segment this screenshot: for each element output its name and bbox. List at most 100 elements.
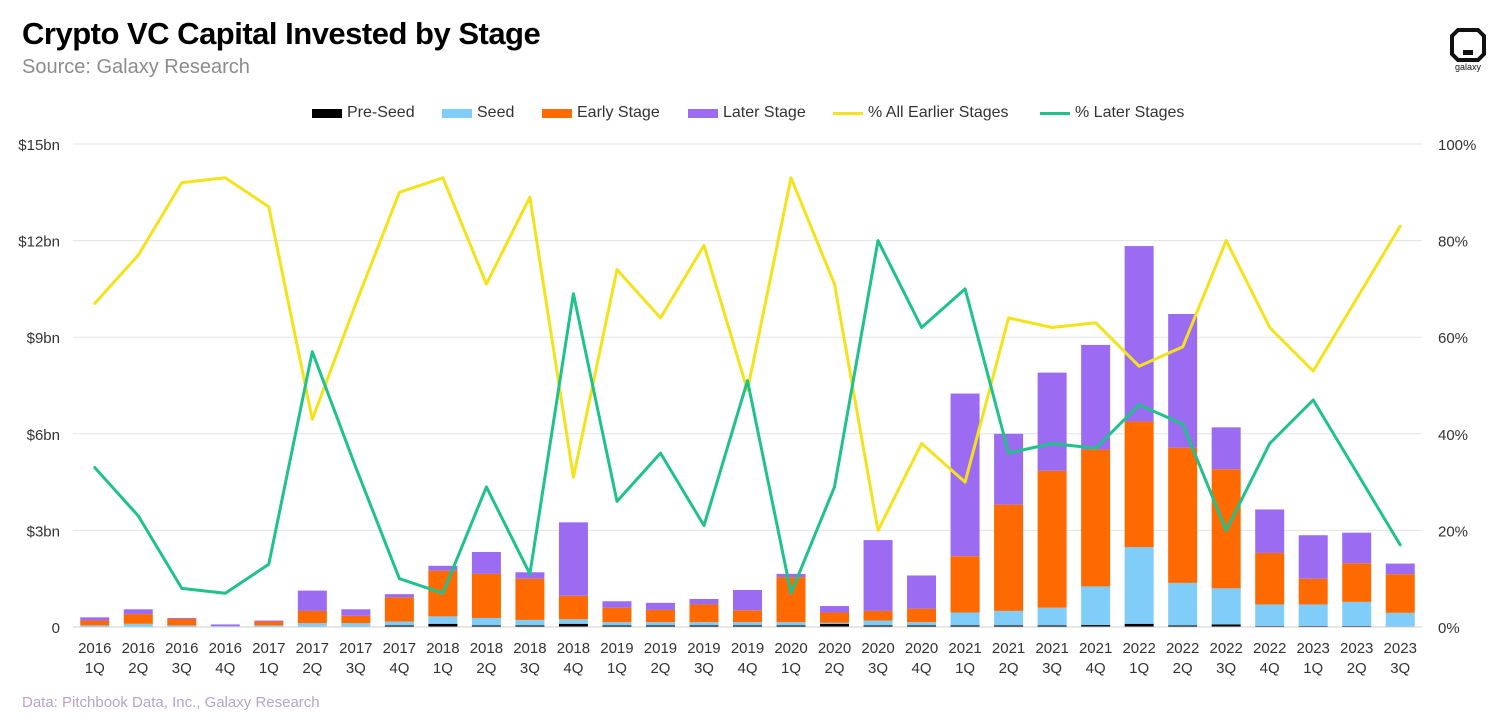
bar-pre-seed xyxy=(1081,625,1111,627)
line-pct-later-stages xyxy=(93,239,1402,595)
y-right-tick-label: 0% xyxy=(1438,620,1460,637)
bar-seed xyxy=(1298,604,1328,627)
bar-seed xyxy=(602,622,632,626)
x-tick-label-quarter: 1Q xyxy=(607,660,627,677)
legend-label: % Later Stages xyxy=(1075,104,1185,121)
x-tick-label-quarter: 1Q xyxy=(1129,660,1149,677)
bar-early-stage xyxy=(80,620,110,626)
x-tick-label-quarter: 3Q xyxy=(694,660,714,677)
bar-early-stage xyxy=(254,621,284,626)
bar-later-stage xyxy=(471,551,501,574)
bar-seed xyxy=(689,622,719,626)
bar-pre-seed xyxy=(471,625,501,627)
bar-seed xyxy=(297,623,327,627)
bar-seed xyxy=(254,625,284,627)
legend-item-seed: Seed xyxy=(442,102,514,124)
x-tick-label-year: 2019 xyxy=(731,640,764,657)
y-right-tick-label: 100% xyxy=(1438,137,1476,154)
footer-note: Data: Pitchbook Data, Inc., Galaxy Resea… xyxy=(22,694,320,711)
x-tick-label-quarter: 4Q xyxy=(389,660,409,677)
bar-seed xyxy=(80,625,110,627)
bar-early-stage xyxy=(645,609,675,623)
x-tick-label-year: 2021 xyxy=(1035,640,1068,657)
legend-label: % All Earlier Stages xyxy=(868,104,1009,121)
x-tick-label-year: 2020 xyxy=(861,640,894,657)
x-tick-label-quarter: 2Q xyxy=(128,660,148,677)
bar-later-stage xyxy=(776,573,806,578)
bar-later-stage xyxy=(167,617,197,619)
y-left-tick-label: $15bn xyxy=(18,137,60,154)
x-tick-label-year: 2021 xyxy=(948,640,981,657)
y-left-tick-label: 0 xyxy=(52,620,60,637)
legend-label: Early Stage xyxy=(577,104,660,121)
bar-pre-seed xyxy=(950,625,980,627)
bar-seed xyxy=(863,620,893,626)
bar-pre-seed xyxy=(1037,625,1067,627)
bar-early-stage xyxy=(602,607,632,623)
x-tick-label-quarter: 4Q xyxy=(563,660,583,677)
x-tick-label-quarter: 1Q xyxy=(259,660,279,677)
x-tick-label-year: 2023 xyxy=(1297,640,1330,657)
bar-pre-seed xyxy=(776,625,806,627)
bar-seed xyxy=(515,619,545,626)
legend-label: Pre-Seed xyxy=(347,104,415,121)
bar-later-stage xyxy=(1298,535,1328,579)
bar-early-stage xyxy=(1255,552,1285,605)
legend-swatch-early-stage xyxy=(542,108,572,118)
bar-later-stage xyxy=(1211,427,1241,470)
bar-later-stage xyxy=(297,590,327,611)
x-tick-label-year: 2016 xyxy=(165,640,198,657)
x-tick-label-quarter: 1Q xyxy=(433,660,453,677)
bar-seed xyxy=(733,622,762,626)
y-left-tick-label: $3bn xyxy=(27,523,60,540)
bar-pre-seed xyxy=(863,625,893,627)
bar-early-stage xyxy=(1081,449,1111,587)
bar-later-stage xyxy=(645,602,675,610)
bar-pre-seed xyxy=(994,625,1024,627)
bar-pre-seed xyxy=(1124,623,1154,627)
bar-pre-seed xyxy=(602,625,632,627)
x-tick-label-year: 2023 xyxy=(1340,640,1373,657)
x-tick-label-year: 2016 xyxy=(122,640,155,657)
x-tick-label-quarter: 4Q xyxy=(737,660,757,677)
bar-early-stage xyxy=(907,608,937,623)
x-tick-label-quarter: 3Q xyxy=(520,660,540,677)
bar-early-stage xyxy=(1342,563,1372,602)
bar-later-stage xyxy=(341,609,371,616)
bar-seed xyxy=(558,619,588,624)
x-tick-label-quarter: 1Q xyxy=(781,660,801,677)
bar-seed xyxy=(341,623,371,627)
chart-legend: Pre-Seed Seed Early Stage Later Stage % … xyxy=(0,102,1500,126)
bar-later-stage xyxy=(254,620,284,622)
bar-early-stage xyxy=(384,597,414,622)
y-left-tick-label: $6bn xyxy=(27,427,60,444)
logo-text: galaxy xyxy=(1454,62,1481,72)
bar-seed xyxy=(1211,588,1241,625)
x-tick-label-year: 2018 xyxy=(557,640,590,657)
bar-pre-seed xyxy=(733,625,762,627)
bar-early-stage xyxy=(341,615,371,624)
x-tick-label-quarter: 2Q xyxy=(302,660,322,677)
bar-later-stage xyxy=(1255,509,1285,553)
legend-label: Later Stage xyxy=(723,104,806,121)
bar-later-stage xyxy=(907,575,937,609)
x-tick-label-year: 2019 xyxy=(644,640,677,657)
bar-later-stage xyxy=(1081,344,1111,450)
bar-pre-seed xyxy=(428,623,458,627)
y-right-tick-label: 60% xyxy=(1438,330,1468,347)
bar-early-stage xyxy=(1298,578,1328,605)
bar-early-stage xyxy=(167,618,197,626)
bar-later-stage xyxy=(1385,563,1415,575)
bar-early-stage xyxy=(297,610,327,624)
bar-later-stage xyxy=(80,617,110,621)
bar-early-stage xyxy=(689,604,719,623)
x-tick-label-year: 2022 xyxy=(1122,640,1155,657)
x-tick-label-year: 2019 xyxy=(600,640,633,657)
x-tick-label-quarter: 2Q xyxy=(476,660,496,677)
line-pct-earlier-stages xyxy=(93,176,1402,532)
legend-swatch-later-stage xyxy=(688,108,718,118)
legend-item-later-stage: Later Stage xyxy=(688,102,806,124)
y-right-tick-label: 80% xyxy=(1438,234,1468,251)
bar-seed xyxy=(645,622,675,626)
bar-early-stage xyxy=(1124,421,1154,548)
